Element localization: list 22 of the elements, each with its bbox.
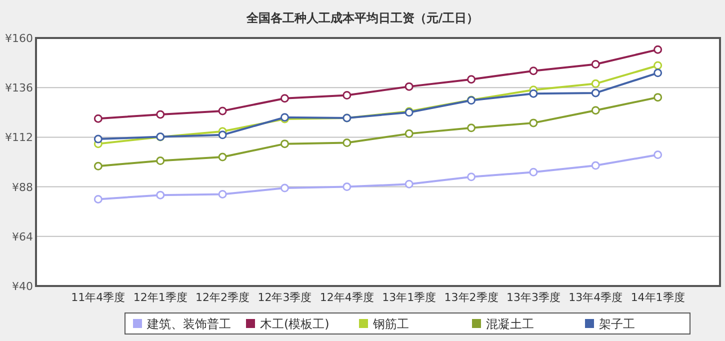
x-tick-label: 13年4季度 <box>568 291 623 304</box>
chart-title: 全国各工种人工成本平均日工资（元/工日） <box>245 11 479 25</box>
y-tick-label: ¥160 <box>5 32 33 45</box>
legend-label: 钢筋工 <box>372 317 409 331</box>
y-tick-label: ¥88 <box>12 180 33 194</box>
x-tick-label: 12年2季度 <box>196 291 250 304</box>
legend-label: 架子工 <box>599 317 635 331</box>
x-tick-label: 12年4季度 <box>320 291 374 304</box>
y-tick-label: ¥136 <box>5 82 33 95</box>
x-tick-label: 14年1季度 <box>630 291 685 304</box>
y-tick-label: ¥64 <box>12 230 33 244</box>
x-tick-label: 13年2季度 <box>444 291 498 304</box>
x-tick-label: 12年3季度 <box>258 291 312 304</box>
legend-label: 混凝土工 <box>486 317 534 331</box>
y-tick-label: ¥112 <box>5 131 33 144</box>
y-tick-label: ¥40 <box>12 280 33 293</box>
legend-label: 建筑、装饰普工 <box>146 317 231 331</box>
legend-label: 木工(模板工) <box>260 317 330 331</box>
x-tick-label: 11年4季度 <box>71 291 126 304</box>
x-tick-label: 13年3季度 <box>506 291 560 304</box>
x-tick-label: 12年1季度 <box>133 291 188 304</box>
x-tick-label: 13年1季度 <box>382 291 436 304</box>
